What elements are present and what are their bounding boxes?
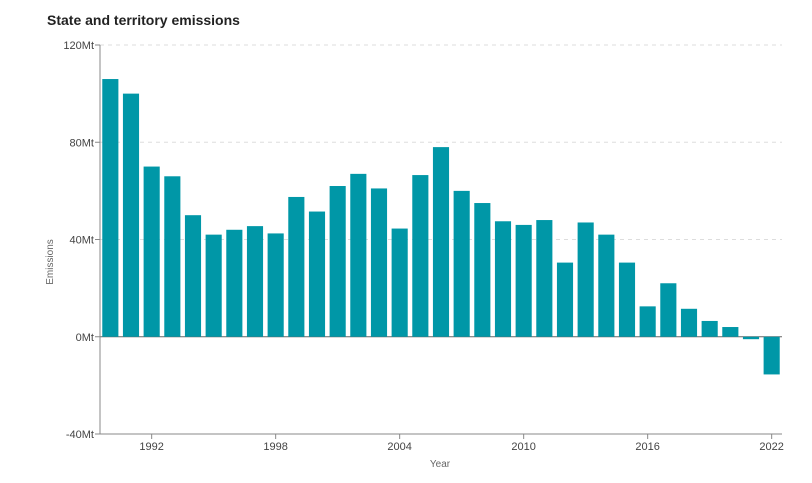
bar-2011 <box>536 220 553 337</box>
bar-1994 <box>184 215 202 337</box>
bar-1998 <box>267 233 284 337</box>
chart-title: State and territory emissions <box>47 12 240 28</box>
bar-2022 <box>763 336 780 375</box>
bar-2006 <box>432 147 450 337</box>
x-tick-label: 1992 <box>139 441 163 453</box>
bar-2012 <box>556 262 574 337</box>
bar-2005 <box>412 175 429 337</box>
bar-1999 <box>288 196 305 337</box>
y-tick-label: -40Mt <box>66 429 94 441</box>
bar-2015 <box>618 262 636 337</box>
bar-1993 <box>164 176 181 337</box>
bar-2009 <box>494 221 512 337</box>
x-tick-label: 1998 <box>263 441 287 453</box>
y-tick-label: 120Mt <box>63 40 94 52</box>
bar-2016 <box>639 306 656 337</box>
tick-labels: 120Mt 80Mt 40Mt 0Mt -40Mt 1992 1998 2004 2010 201… <box>63 40 783 453</box>
bar-2003 <box>370 188 388 337</box>
bar-1996 <box>226 229 243 337</box>
bar-2007 <box>453 190 470 337</box>
x-tick-label: 2004 <box>387 441 411 453</box>
bar-2021 <box>742 336 760 340</box>
x-axis-title: Year <box>430 459 451 470</box>
bar-2002 <box>350 173 367 337</box>
x-tick-label: 2022 <box>759 441 783 453</box>
y-axis-title: Emissions <box>45 239 56 285</box>
x-tick-label: 2016 <box>635 441 659 453</box>
bar-1990 <box>102 79 119 337</box>
bar-1991 <box>122 93 140 337</box>
bar-2000 <box>308 211 326 337</box>
bar-2020 <box>722 327 739 337</box>
y-tick-label: 0Mt <box>76 332 94 344</box>
bar-2004 <box>391 228 408 337</box>
bar-2001 <box>329 186 346 337</box>
bar-2010 <box>515 224 532 337</box>
y-tick-label: 40Mt <box>70 235 94 247</box>
bar-2019 <box>701 320 718 337</box>
bar-1995 <box>205 234 222 337</box>
bar-2013 <box>577 222 594 337</box>
bar-1992 <box>143 166 160 337</box>
x-tick-label: 2010 <box>511 441 535 453</box>
bars <box>102 79 780 375</box>
bar-2018 <box>680 308 698 337</box>
bar-2014 <box>598 234 615 337</box>
bar-1997 <box>246 226 264 337</box>
y-tick-label: 80Mt <box>70 137 94 149</box>
bar-2017 <box>660 283 677 337</box>
bar-2008 <box>474 203 491 337</box>
